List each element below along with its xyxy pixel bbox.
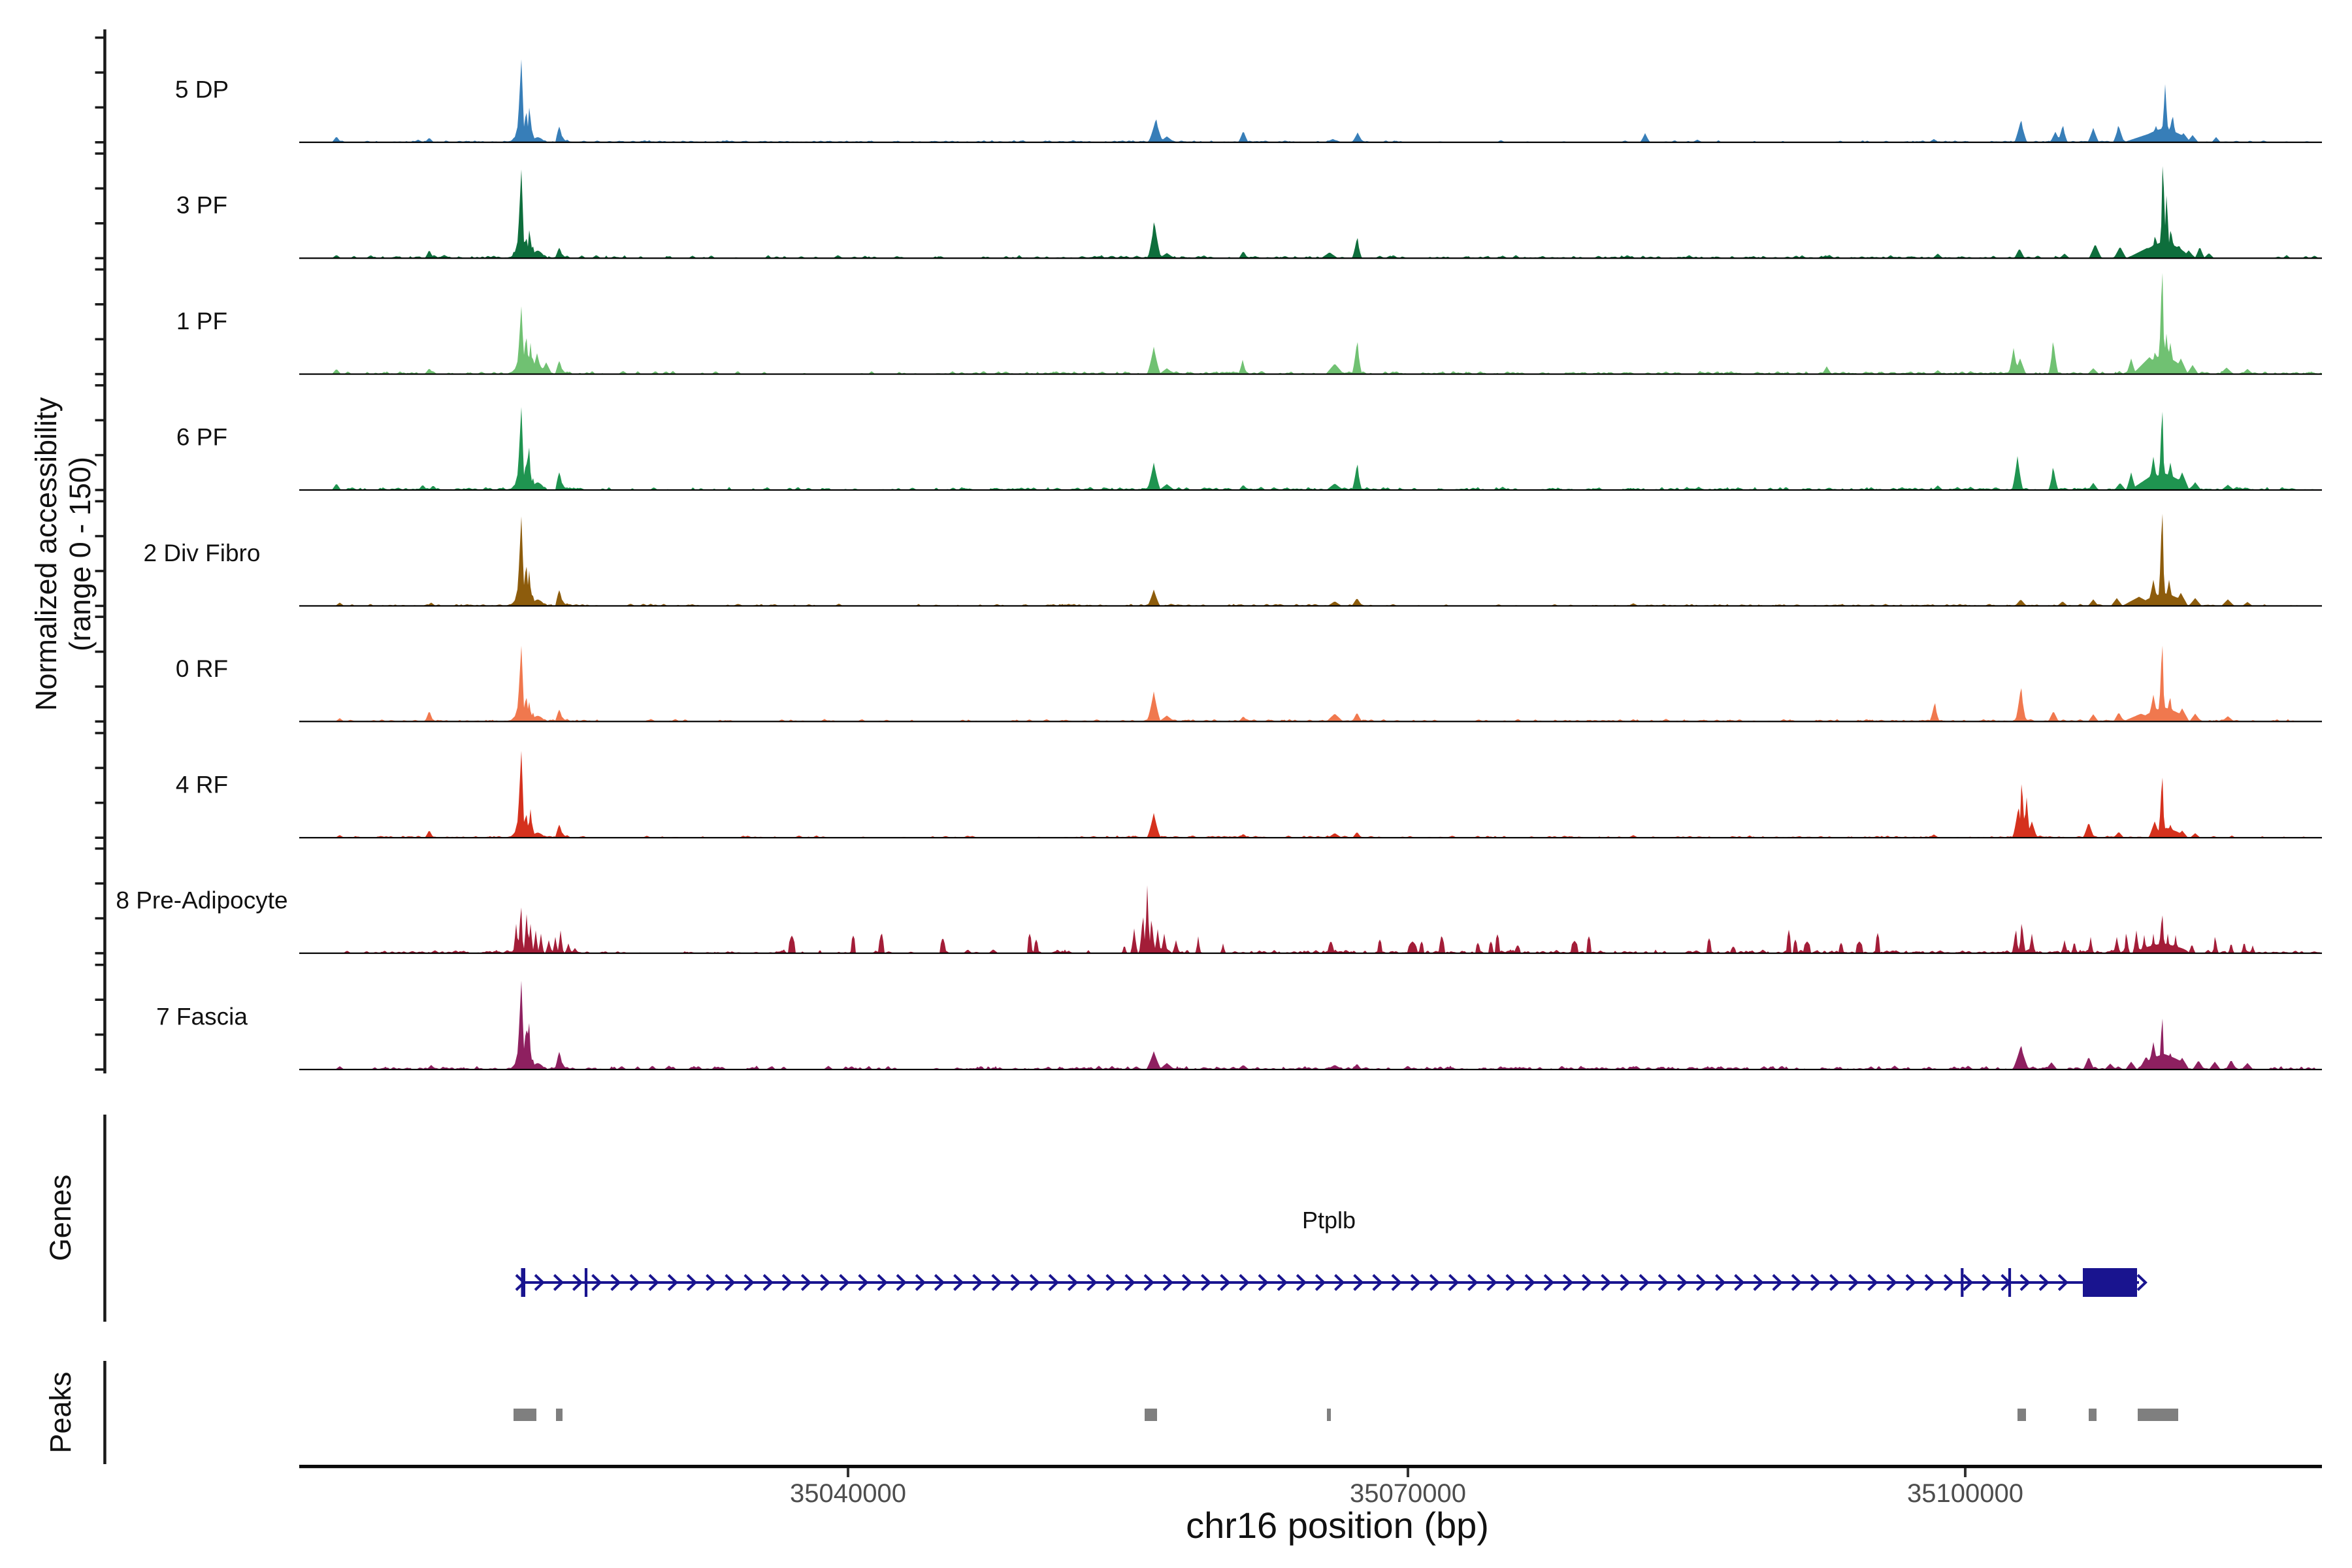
svg-text:35070000: 35070000 bbox=[1350, 1479, 1466, 1508]
svg-text:5 DP: 5 DP bbox=[175, 76, 229, 103]
svg-text:Peaks: Peaks bbox=[44, 1371, 77, 1453]
svg-text:Ptplb: Ptplb bbox=[1302, 1207, 1356, 1233]
svg-text:1 PF: 1 PF bbox=[176, 308, 227, 335]
svg-text:8 Pre-Adipocyte: 8 Pre-Adipocyte bbox=[116, 887, 287, 914]
svg-text:chr16 position (bp): chr16 position (bp) bbox=[1186, 1505, 1489, 1546]
svg-text:Genes: Genes bbox=[44, 1175, 77, 1262]
svg-text:2 Div Fibro: 2 Div Fibro bbox=[144, 540, 261, 566]
svg-text:6 PF: 6 PF bbox=[176, 424, 227, 451]
svg-text:3 PF: 3 PF bbox=[176, 192, 227, 219]
svg-text:0 RF: 0 RF bbox=[176, 655, 228, 682]
svg-text:4 RF: 4 RF bbox=[176, 772, 228, 798]
svg-text:Normalized accessibility: Normalized accessibility bbox=[29, 397, 63, 711]
svg-text:7 Fascia: 7 Fascia bbox=[156, 1004, 248, 1030]
svg-text:(range 0 - 150): (range 0 - 150) bbox=[63, 457, 97, 651]
svg-text:35040000: 35040000 bbox=[790, 1479, 906, 1508]
svg-text:35100000: 35100000 bbox=[1907, 1479, 2023, 1508]
